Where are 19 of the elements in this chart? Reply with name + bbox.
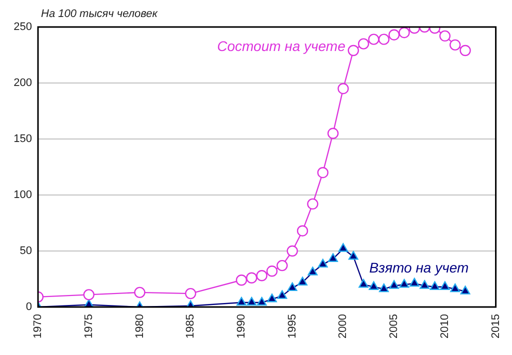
x-tick-label: 1980 bbox=[134, 314, 146, 338]
y-tick-label: 150 bbox=[14, 133, 32, 146]
x-tick-label: 1985 bbox=[184, 314, 197, 338]
series-label: Состоит на учете bbox=[217, 38, 346, 54]
x-tick-label: 1970 bbox=[32, 314, 44, 338]
x-tick-label: 1995 bbox=[286, 314, 298, 338]
x-tick-label: 1975 bbox=[82, 314, 95, 338]
x-tick-label: 2005 bbox=[388, 314, 400, 338]
y-tick-label: 200 bbox=[14, 77, 32, 90]
series-label: Взято на учет bbox=[369, 260, 469, 276]
y-axis-title: На 100 тысяч человек bbox=[41, 8, 158, 20]
y-tick-label: 50 bbox=[20, 245, 32, 258]
y-tick-label: 100 bbox=[14, 189, 32, 202]
y-tick-label: 250 bbox=[14, 21, 32, 34]
x-tick-label: 2015 bbox=[490, 314, 502, 338]
x-tick-label: 2010 bbox=[438, 314, 451, 338]
x-tick-label: 1990 bbox=[236, 314, 248, 338]
x-tick-label: 2000 bbox=[337, 314, 350, 338]
y-tick-label: 0 bbox=[26, 301, 32, 314]
